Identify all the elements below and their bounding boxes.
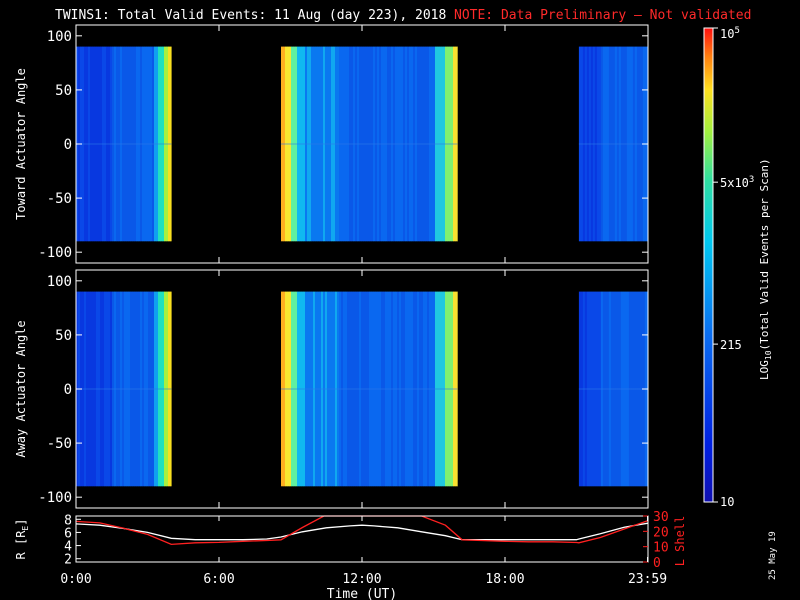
colorbar-tick-label: 5x103 — [720, 175, 754, 190]
x-tick-label: 6:00 — [203, 572, 234, 587]
left-tick-label: 2 — [64, 553, 72, 568]
y-tick-label: -50 — [47, 436, 72, 452]
data-block — [280, 291, 458, 487]
date-stamp: 25 May 19 — [768, 531, 778, 580]
left-tick-label: 8 — [64, 513, 72, 528]
colorbar-tick-label: 105 — [720, 26, 740, 41]
y-tick-label: 100 — [47, 274, 72, 290]
title-text: TWINS1: Total Valid Events: 11 Aug (day … — [55, 8, 447, 23]
colorbar: 10 215 5x103 105 LOG10(Total Valid Events p… — [703, 26, 773, 509]
y-tick-label: 0 — [64, 137, 72, 153]
away-heatmap-panel: 100 50 0 -50 -100 Away Actuator Angle — [14, 269, 649, 509]
heatmap-column — [457, 46, 458, 242]
right-axis-label: L Shell — [673, 516, 687, 567]
y-tick-label: -50 — [47, 191, 72, 207]
right-tick-label: 10 — [653, 541, 669, 556]
right-tick-label: 20 — [653, 525, 669, 540]
r-series-line — [75, 522, 649, 541]
y-tick-label: -100 — [38, 245, 72, 261]
colorbar-label: LOG10(Total Valid Events per Scan) — [758, 158, 773, 380]
left-tick-label: 4 — [64, 540, 72, 555]
x-tick-label: 18:00 — [485, 572, 524, 587]
y-axis-label: Toward Actuator Angle — [14, 68, 28, 220]
x-tick-label: 0:00 — [60, 572, 91, 587]
left-axis-label: R [RE] — [14, 519, 30, 560]
data-block — [76, 291, 172, 487]
figure-title: TWINS1: Total Valid Events: 11 Aug (day … — [0, 8, 800, 26]
left-tick-label: 6 — [64, 526, 72, 541]
data-block — [280, 46, 458, 242]
y-tick-label: -100 — [38, 490, 72, 506]
y-tick-label: 100 — [47, 29, 72, 45]
preliminary-note: NOTE: Data Preliminary — Not validated — [454, 8, 752, 23]
toward-heatmap-panel: 100 50 0 -50 -100 Toward Actuator Angle — [14, 24, 649, 264]
heatmap-column — [457, 291, 458, 487]
right-tick-label: 0 — [653, 556, 661, 571]
y-axis-label: Away Actuator Angle — [14, 320, 28, 457]
x-tick-label: 23:59 — [628, 572, 667, 587]
x-axis-label: Time (UT) — [327, 587, 397, 600]
colorbar-tick-label: 215 — [720, 338, 742, 352]
data-block — [578, 291, 649, 487]
colorbar-gradient — [703, 27, 714, 503]
right-tick-label: 30 — [653, 510, 669, 525]
x-tick-label: 12:00 — [342, 572, 381, 587]
y-tick-label: 50 — [55, 328, 72, 344]
y-tick-label: 0 — [64, 382, 72, 398]
data-block — [578, 46, 649, 242]
y-tick-label: 50 — [55, 83, 72, 99]
colorbar-tick-label: 10 — [720, 495, 734, 509]
orbit-frame — [75, 515, 649, 563]
data-block — [76, 46, 172, 242]
